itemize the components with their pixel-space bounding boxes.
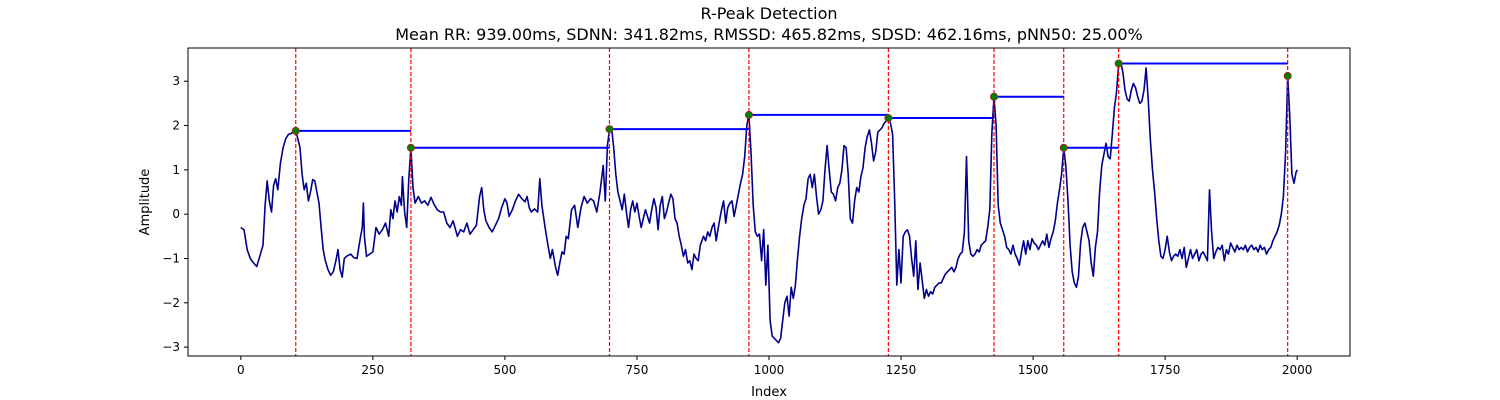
plot-area bbox=[240, 48, 1298, 356]
y-tick-label: −3 bbox=[162, 340, 180, 354]
r-peak-marker-7 bbox=[1059, 143, 1068, 152]
ecg-signal-line bbox=[240, 61, 1298, 344]
r-peak-marker-1 bbox=[291, 126, 300, 135]
x-tick-label: 1500 bbox=[1018, 363, 1049, 377]
r-peak-marker-4 bbox=[744, 110, 753, 119]
axis-ticks: 0 250 500 750 1000 1250 1500 1750 2000 −3 −2 −1 0 1 2 3 bbox=[162, 74, 1312, 377]
r-peak-marker-5 bbox=[884, 114, 893, 123]
r-peak-marker-9 bbox=[1283, 71, 1292, 80]
r-peak-marker-6 bbox=[990, 92, 999, 101]
y-tick-label: 3 bbox=[172, 74, 180, 88]
r-peak-marker-8 bbox=[1114, 59, 1123, 68]
x-tick-label: 0 bbox=[237, 363, 245, 377]
y-axis-label: Amplitude bbox=[138, 169, 153, 236]
y-tick-label: 2 bbox=[172, 119, 180, 133]
y-tick-label: −1 bbox=[162, 252, 180, 266]
x-axis-label: Index bbox=[751, 385, 787, 400]
y-tick-label: −2 bbox=[162, 296, 180, 310]
y-tick-label: 0 bbox=[172, 207, 180, 221]
x-tick-label: 1750 bbox=[1150, 363, 1181, 377]
r-peak-marker-2 bbox=[406, 143, 415, 152]
chart-subtitle: Mean RR: 939.00ms, SDNN: 341.82ms, RMSSD… bbox=[395, 25, 1143, 44]
chart-title: R-Peak Detection bbox=[700, 4, 837, 23]
r-peak-marker-3 bbox=[605, 125, 614, 134]
x-tick-label: 2000 bbox=[1282, 363, 1313, 377]
x-tick-label: 750 bbox=[626, 363, 649, 377]
x-tick-label: 1000 bbox=[754, 363, 785, 377]
x-tick-label: 250 bbox=[361, 363, 384, 377]
y-tick-label: 1 bbox=[172, 163, 180, 177]
x-tick-label: 500 bbox=[493, 363, 516, 377]
x-tick-label: 1250 bbox=[886, 363, 917, 377]
